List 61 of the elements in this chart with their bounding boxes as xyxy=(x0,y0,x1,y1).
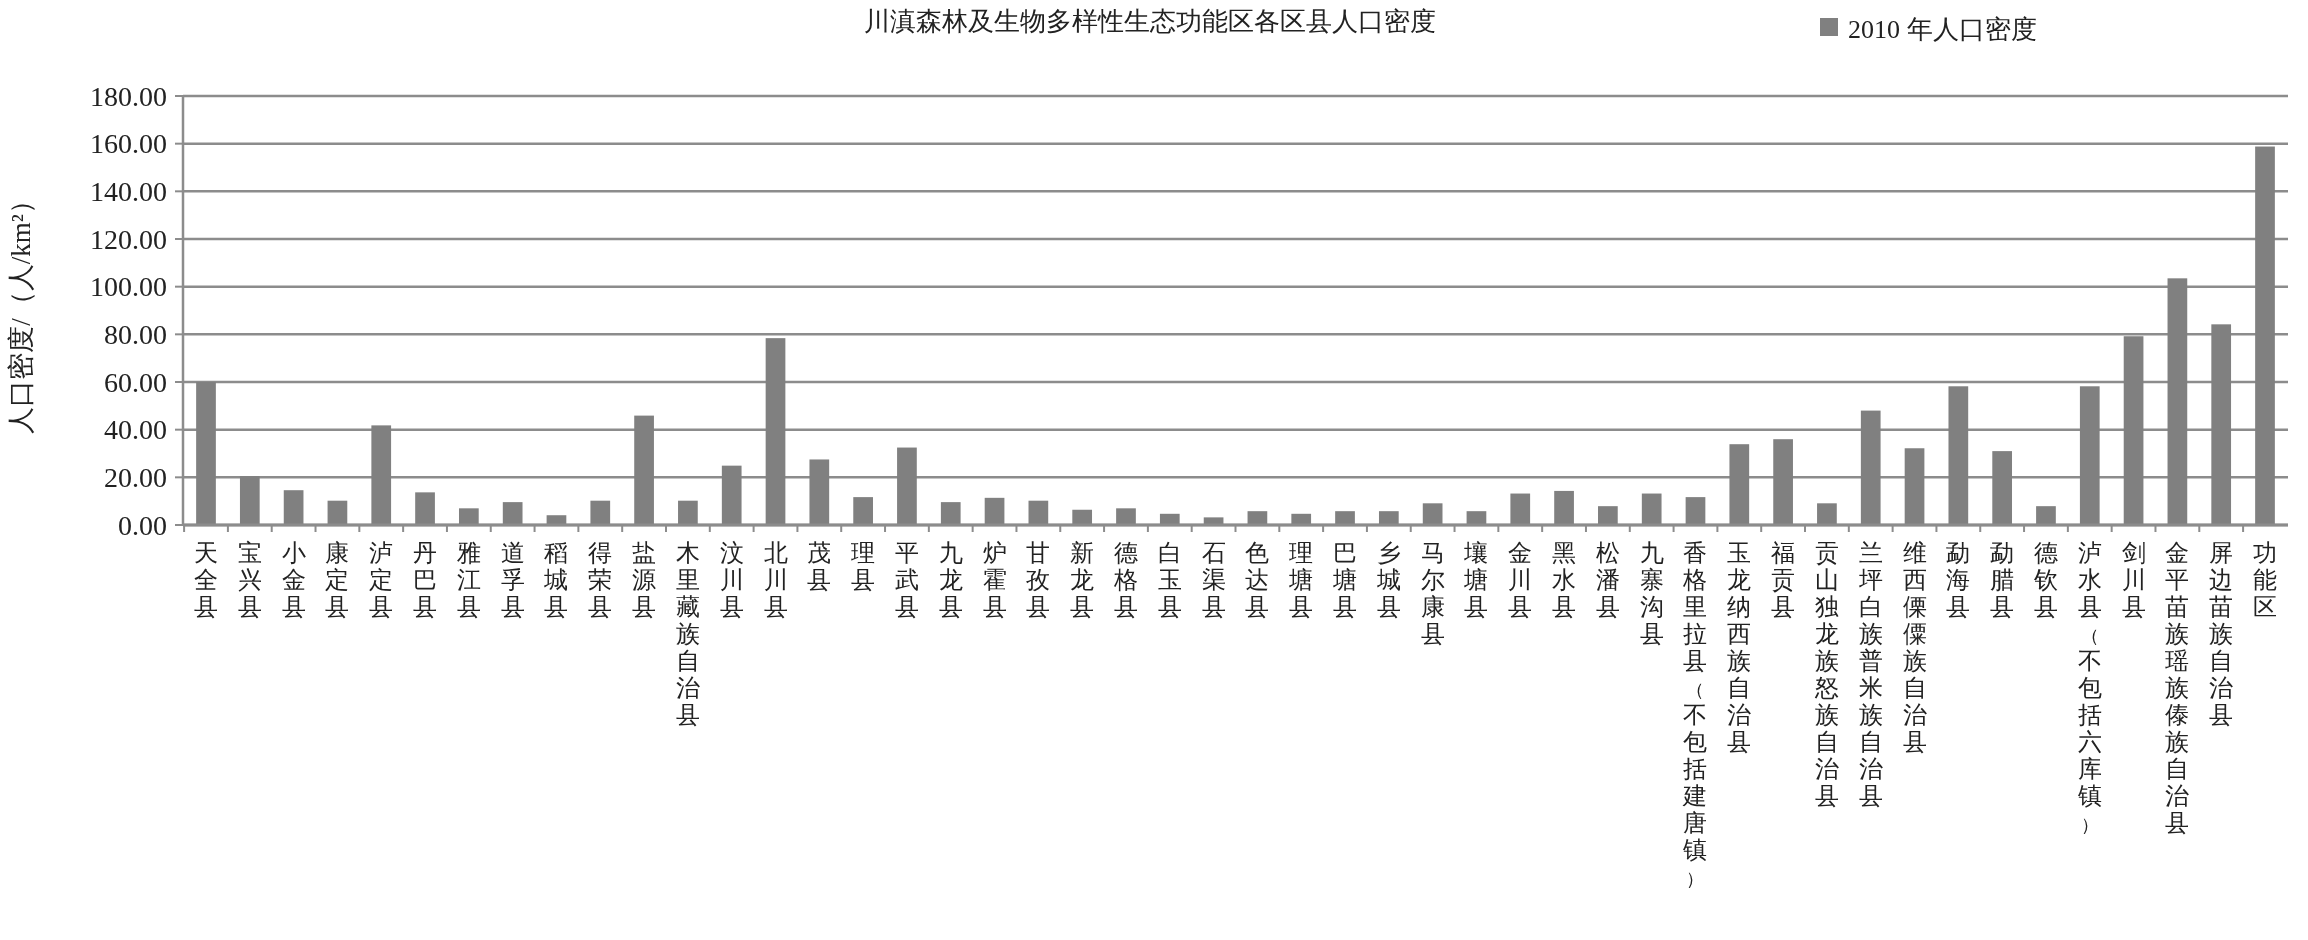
x-tick-label: 九寨沟县 xyxy=(1639,540,1664,647)
y-tick-label: 180.00 xyxy=(90,80,167,112)
x-tick-label: 剑川县 xyxy=(2121,540,2146,620)
x-tick-label: 天全县 xyxy=(194,540,218,620)
y-tick-label: 120.00 xyxy=(90,223,167,255)
x-tick-label: 新龙县 xyxy=(1070,540,1095,620)
x-tick-label: 宝兴县 xyxy=(237,540,262,620)
category-label: 金平苗族瑶族傣族自治县 xyxy=(2165,540,2190,836)
x-tick-label: 金川县 xyxy=(1508,540,1533,620)
x-tick-label: 平武县 xyxy=(894,540,919,620)
y-tick-label: 80.00 xyxy=(104,319,167,351)
x-tick-label: 北川县 xyxy=(763,540,788,620)
x-tick-label: 道孚县 xyxy=(500,540,525,620)
x-tick-label: 炉霍县 xyxy=(982,540,1007,620)
category-label: 泸水县（不包括六库镇） xyxy=(2077,540,2102,835)
y-tick-label: 60.00 xyxy=(104,366,167,398)
x-tick-label: 石渠县 xyxy=(1201,540,1226,620)
y-tick-label: 0.00 xyxy=(118,509,167,541)
y-tick-label: 140.00 xyxy=(90,176,167,208)
x-tick-label: 得荣县 xyxy=(588,540,613,620)
x-tick-label: 泸定县 xyxy=(369,540,394,620)
x-tick-label: 理塘县 xyxy=(1288,540,1314,620)
x-tick-label: 茂县 xyxy=(807,540,832,593)
x-tick-label: 白玉县 xyxy=(1157,540,1182,620)
y-axis-title: 人口密度/（人/km²） xyxy=(6,187,36,434)
x-tick-label: 丹巴县 xyxy=(413,540,438,620)
x-tick-label: 稻城县 xyxy=(543,540,569,620)
x-tick-label: 甘孜县 xyxy=(1026,540,1051,620)
y-tick-label: 160.00 xyxy=(90,128,167,160)
x-tick-label: 康定县 xyxy=(325,540,350,620)
legend-label: 2010 年人口密度 xyxy=(1848,14,2037,44)
x-tick-label: 雅江县 xyxy=(456,540,481,620)
x-tick-label: 黑水县 xyxy=(1552,540,1577,620)
x-tick-label: 屏边苗族自治县 xyxy=(2209,540,2234,728)
x-tick-label: 色达县 xyxy=(1245,540,1270,620)
x-tick-label: 功能区 xyxy=(2253,540,2277,620)
category-label: 贡山独龙族怒族自治县 xyxy=(1814,540,1839,809)
x-tick-label: 汶川县 xyxy=(719,540,744,620)
x-tick-label: 德格县 xyxy=(1112,540,1138,620)
x-tick-label: 巴塘县 xyxy=(1332,540,1358,620)
y-tick-label: 20.00 xyxy=(104,462,167,494)
category-label: 兰坪白族普米族自治县 xyxy=(1858,540,1883,809)
x-tick-label: 壤塘县 xyxy=(1463,540,1489,620)
chart-title: 川滇森林及生物多样性生态功能区各区县人口密度 xyxy=(864,7,1436,36)
x-tick-label: 德钦县 xyxy=(2032,540,2058,620)
x-tick-label: 盐源县 xyxy=(632,540,657,620)
x-tick-label: 木里藏族自治县 xyxy=(675,540,700,728)
x-tick-label: 福贡县 xyxy=(1771,540,1796,620)
category-label: 香格里拉县（不包括建唐镇） xyxy=(1683,540,1708,889)
y-tick-label: 100.00 xyxy=(90,271,167,303)
x-tick-label: 勐腊县 xyxy=(1990,540,2015,620)
x-tick-label: 玉龙纳西族自治县 xyxy=(1727,540,1752,755)
x-tick-label: 小金县 xyxy=(281,540,306,620)
y-tick-label: 40.00 xyxy=(104,414,167,446)
x-tick-label: 理县 xyxy=(851,540,876,593)
x-tick-label: 松潘县 xyxy=(1595,540,1620,620)
x-tick-label: 九龙县 xyxy=(938,540,963,620)
x-tick-label: 乡城县 xyxy=(1375,540,1401,620)
x-tick-label: 勐海县 xyxy=(1946,540,1971,620)
x-tick-label: 维西傈僳族自治县 xyxy=(1902,540,1927,755)
x-tick-label: 马尔康县 xyxy=(1420,540,1445,647)
